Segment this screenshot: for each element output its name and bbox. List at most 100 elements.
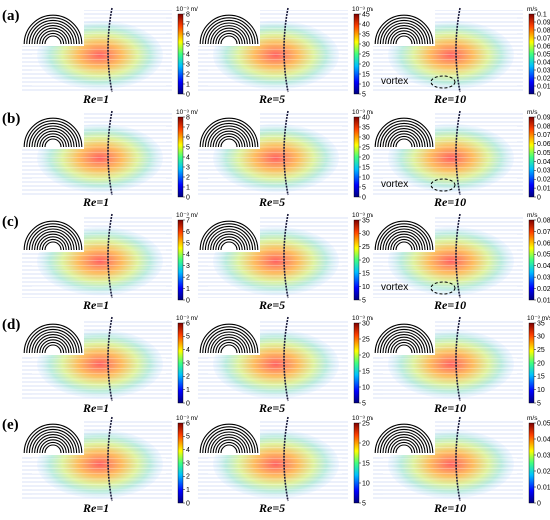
colorbar-tick-label: 45 <box>362 11 370 18</box>
colorbar-tick-label: 25 <box>362 336 370 343</box>
inset-arc <box>202 17 256 45</box>
inset-arc <box>36 233 70 251</box>
inset-arc <box>202 223 256 251</box>
colorbar-tick-label: 0.08 <box>537 123 550 130</box>
inset-arc <box>26 426 80 454</box>
re-label: Re=1 <box>82 92 109 106</box>
vortex-outline <box>430 75 456 89</box>
inset-arc <box>28 428 78 454</box>
inset-arc <box>374 220 434 251</box>
inset-arc <box>220 35 238 45</box>
colorbar-tick-label: 0 <box>537 500 541 507</box>
row-label: (c) <box>2 214 19 230</box>
colorbar-tick-label: 30 <box>362 41 370 48</box>
inset-arc <box>26 326 80 354</box>
colorbar-tick-label: 15 <box>362 271 370 278</box>
vortex-label: vortex <box>381 179 408 190</box>
re-label: Re=1 <box>82 401 109 415</box>
inset-arc <box>199 323 259 354</box>
inset-arc <box>23 117 83 148</box>
colorbar <box>353 322 360 404</box>
colorbar-tick-label: 25 <box>537 347 545 354</box>
inset-arc <box>385 231 423 251</box>
inset-arc <box>28 122 78 148</box>
colorbar-tick-label: 5 <box>186 41 190 48</box>
inset-arc <box>217 238 241 251</box>
inset-arc <box>217 441 241 454</box>
re-label: Re=10 <box>433 501 466 515</box>
interface-line <box>107 7 113 93</box>
inset-arc <box>207 22 251 45</box>
inset-arc <box>387 27 421 45</box>
colorbar <box>528 422 535 504</box>
interface-line <box>455 7 461 93</box>
colorbar-tick-label: 1 <box>186 81 190 88</box>
flow-panel: Re=1 10⁻³ m/s8 7 6 5 4 3 2 1 0 <box>22 109 202 209</box>
colorbar-tick-label: 2 <box>186 374 190 381</box>
inset-arc <box>31 331 75 354</box>
vortex-outline <box>430 178 456 192</box>
inset-arc <box>44 138 62 148</box>
inset-arc <box>210 25 248 45</box>
inset-arc <box>39 30 67 45</box>
interface-line <box>107 316 113 402</box>
inset-arc <box>395 35 413 45</box>
colorbar-tick-label: 0 <box>186 500 190 507</box>
colorbar-tick-label: 15 <box>362 71 370 78</box>
inset-arc <box>210 231 248 251</box>
colorbar-tick-label: 0.01 <box>537 484 550 491</box>
inset-arc <box>377 17 431 45</box>
colorbar-tick-label: 0.1 <box>537 11 547 18</box>
colorbar <box>177 219 184 301</box>
droplet-inset <box>373 315 435 355</box>
colorbar-tick-label: 30 <box>362 231 370 238</box>
colorbar-unit: 10⁻³ m/s <box>352 6 378 13</box>
droplet-inset <box>198 212 260 252</box>
inset-arc <box>374 323 434 354</box>
inset-arc <box>392 135 416 148</box>
colorbar-tick-label: 10 <box>362 174 370 181</box>
flow-panel: Re=5 10⁻³ m/s45 40 35 30 25 20 15 10 5 <box>198 6 378 106</box>
re-label: Re=5 <box>258 195 285 209</box>
colorbar-tick-label: 8 <box>186 114 190 121</box>
colorbar-tick-label: 0 <box>186 297 190 304</box>
interface-line <box>283 213 289 299</box>
colorbar-tick-label: 0 <box>186 91 190 98</box>
colorbar-tick-label: 20 <box>362 440 370 447</box>
colorbar-tick-label: 0.03 <box>537 275 550 282</box>
colorbar-tick-label: 6 <box>186 320 190 327</box>
interface-line <box>455 416 461 502</box>
colorbar-unit: 10⁻³ m/s <box>176 6 202 13</box>
colorbar-tick-label: 1 <box>186 184 190 191</box>
colorbar-tick-label: 4 <box>186 51 190 58</box>
flow-panel: vortex Re=10 m/s0.09 0.08 0.07 0.06 0.05 0.04 0.… <box>373 109 550 209</box>
colorbar-unit: m/s <box>527 212 538 219</box>
colorbar-tick-label: 7 <box>186 217 190 224</box>
colorbar-tick-label: 7 <box>186 21 190 28</box>
colorbar <box>177 116 184 198</box>
inset-arc <box>28 328 78 354</box>
inset-arc <box>385 334 423 354</box>
colorbar-tick-label: 1 <box>186 487 190 494</box>
vortex-label: vortex <box>381 76 408 87</box>
colorbar-tick-label: 30 <box>362 134 370 141</box>
inset-arc <box>217 341 241 354</box>
colorbar-tick-label: 0.01 <box>537 186 550 193</box>
droplet-inset <box>22 212 84 252</box>
colorbar-unit: 10⁻³ m/s <box>352 109 378 116</box>
colorbar-unit: 10⁻³ m/s <box>176 212 202 219</box>
inset-arc <box>379 428 429 454</box>
colorbar-tick-label: 2 <box>186 474 190 481</box>
re-label: Re=1 <box>82 501 109 515</box>
droplet-inset <box>22 6 84 46</box>
inset-arc <box>23 323 83 354</box>
re-label: Re=5 <box>258 501 285 515</box>
inset-arc <box>387 336 421 354</box>
row-label: (d) <box>2 317 20 333</box>
colorbar-tick-label: 15 <box>362 460 370 467</box>
colorbar-tick-label: 5 <box>186 144 190 151</box>
inset-arc <box>395 344 413 354</box>
colorbar-tick-label: 0 <box>186 194 190 201</box>
re-label: Re=10 <box>433 401 466 415</box>
